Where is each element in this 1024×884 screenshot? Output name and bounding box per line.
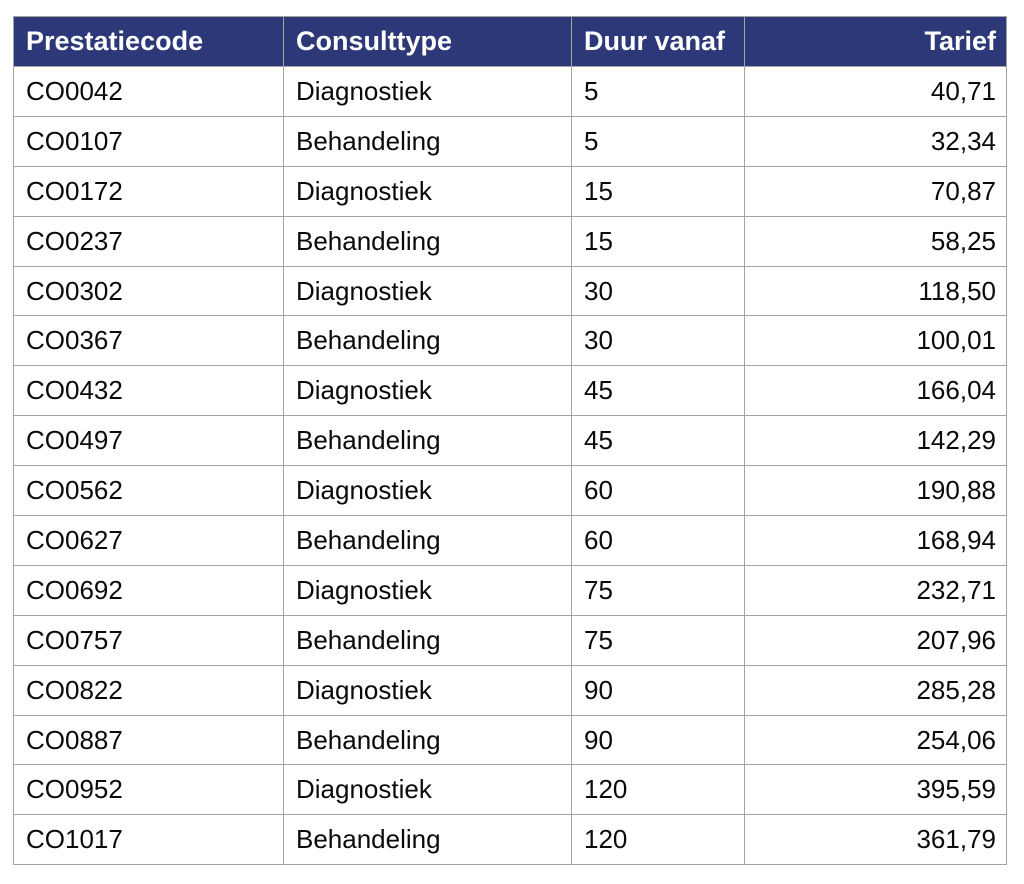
table-row: CO0042 Diagnostiek 5 40,71 [13, 66, 1007, 117]
table-cell-duur-vanaf: 5 [571, 115, 745, 167]
table-cell-tarief: 166,04 [744, 365, 1007, 417]
table-cell-tarief: 58,25 [744, 215, 1007, 267]
table-cell-duur-vanaf: 30 [571, 265, 745, 317]
table-cell-consulttype: Behandeling [283, 215, 572, 267]
table-row: CO0302 Diagnostiek 30 118,50 [13, 265, 1007, 317]
table-cell-consulttype: Behandeling [283, 515, 572, 566]
table-cell-tarief: 40,71 [744, 66, 1007, 117]
table-cell-duur-vanaf: 90 [571, 664, 745, 716]
table-cell-duur-vanaf: 60 [571, 465, 745, 517]
table-cell-consulttype: Diagnostiek [283, 66, 572, 117]
table-cell-consulttype: Behandeling [283, 614, 572, 666]
table-cell-prestatiecode: CO0432 [13, 365, 284, 417]
table-header: Prestatiecode Consulttype Duur vanaf Tar… [13, 16, 1007, 67]
table-cell-tarief: 232,71 [744, 564, 1007, 616]
table-cell-consulttype: Diagnostiek [283, 165, 572, 217]
table-cell-tarief: 190,88 [744, 465, 1007, 517]
table-cell-prestatiecode: CO0562 [13, 465, 284, 517]
table-cell-prestatiecode: CO0302 [13, 265, 284, 317]
table-cell-prestatiecode: CO0887 [13, 714, 284, 766]
table-cell-tarief: 395,59 [744, 764, 1007, 816]
table-cell-duur-vanaf: 90 [571, 714, 745, 766]
table-row: CO0367 Behandeling 30 100,01 [13, 315, 1007, 367]
table-row: CO0627 Behandeling 60 168,94 [13, 515, 1007, 566]
table-cell-tarief: 32,34 [744, 115, 1007, 167]
table-cell-consulttype: Diagnostiek [283, 664, 572, 716]
table-cell-consulttype: Diagnostiek [283, 564, 572, 616]
table-body: CO0042 Diagnostiek 5 40,71 CO0107 Behandeling… [13, 66, 1007, 866]
table-cell-consulttype: Diagnostiek [283, 465, 572, 517]
table-cell-consulttype: Behandeling [283, 315, 572, 367]
table-row: CO0562 Diagnostiek 60 190,88 [13, 465, 1007, 517]
table-cell-consulttype: Behandeling [283, 115, 572, 167]
table-cell-tarief: 168,94 [744, 515, 1007, 566]
table-cell-tarief: 207,96 [744, 614, 1007, 666]
table-cell-prestatiecode: CO0107 [13, 115, 284, 167]
table-cell-prestatiecode: CO0692 [13, 564, 284, 616]
table-cell-prestatiecode: CO0367 [13, 315, 284, 367]
table-cell-consulttype: Behandeling [283, 415, 572, 467]
table-row: CO0107 Behandeling 5 32,34 [13, 115, 1007, 167]
table-cell-duur-vanaf: 75 [571, 614, 745, 666]
table-cell-prestatiecode: CO0497 [13, 415, 284, 467]
table-cell-duur-vanaf: 5 [571, 66, 745, 117]
table-row: CO0172 Diagnostiek 15 70,87 [13, 165, 1007, 217]
table-cell-duur-vanaf: 45 [571, 415, 745, 467]
table-row: CO0822 Diagnostiek 90 285,28 [13, 664, 1007, 716]
table-cell-prestatiecode: CO0172 [13, 165, 284, 217]
table-cell-prestatiecode: CO0822 [13, 664, 284, 716]
table-row: CO0757 Behandeling 75 207,96 [13, 614, 1007, 666]
table-cell-duur-vanaf: 15 [571, 165, 745, 217]
table-row: CO0497 Behandeling 45 142,29 [13, 415, 1007, 467]
table-row: CO0952 Diagnostiek 120 395,59 [13, 764, 1007, 816]
table-cell-duur-vanaf: 45 [571, 365, 745, 417]
table-cell-prestatiecode: CO1017 [13, 814, 284, 866]
table-cell-tarief: 285,28 [744, 664, 1007, 716]
table-cell-prestatiecode: CO0757 [13, 614, 284, 666]
table-cell-consulttype: Diagnostiek [283, 764, 572, 816]
table-cell-consulttype: Behandeling [283, 714, 572, 766]
table-cell-tarief: 100,01 [744, 315, 1007, 367]
table-row: CO0432 Diagnostiek 45 166,04 [13, 365, 1007, 417]
column-header-prestatiecode: Prestatiecode [13, 16, 284, 67]
table-cell-consulttype: Diagnostiek [283, 365, 572, 417]
table-cell-duur-vanaf: 120 [571, 764, 745, 816]
table-cell-tarief: 70,87 [744, 165, 1007, 217]
table-row: CO0692 Diagnostiek 75 232,71 [13, 564, 1007, 616]
table-cell-duur-vanaf: 30 [571, 315, 745, 367]
table-cell-duur-vanaf: 120 [571, 814, 745, 866]
table-cell-tarief: 361,79 [744, 814, 1007, 866]
column-header-consulttype: Consulttype [283, 16, 572, 67]
table-cell-prestatiecode: CO0952 [13, 764, 284, 816]
table-cell-consulttype: Behandeling [283, 814, 572, 866]
table-cell-tarief: 142,29 [744, 415, 1007, 467]
table-row: CO0887 Behandeling 90 254,06 [13, 714, 1007, 766]
table-row: CO1017 Behandeling 120 361,79 [13, 814, 1007, 866]
table-row: CO0237 Behandeling 15 58,25 [13, 215, 1007, 267]
tariff-table: Prestatiecode Consulttype Duur vanaf Tar… [13, 16, 1007, 866]
table-cell-prestatiecode: CO0042 [13, 66, 284, 117]
table-cell-tarief: 254,06 [744, 714, 1007, 766]
table-cell-prestatiecode: CO0237 [13, 215, 284, 267]
table-cell-consulttype: Diagnostiek [283, 265, 572, 317]
header-row: Prestatiecode Consulttype Duur vanaf Tar… [13, 16, 1007, 67]
table-cell-tarief: 118,50 [744, 265, 1007, 317]
table-cell-duur-vanaf: 15 [571, 215, 745, 267]
column-header-tarief: Tarief [744, 16, 1007, 67]
table-cell-duur-vanaf: 75 [571, 564, 745, 616]
column-header-duur-vanaf: Duur vanaf [571, 16, 745, 67]
table-cell-duur-vanaf: 60 [571, 515, 745, 566]
table-cell-prestatiecode: CO0627 [13, 515, 284, 566]
